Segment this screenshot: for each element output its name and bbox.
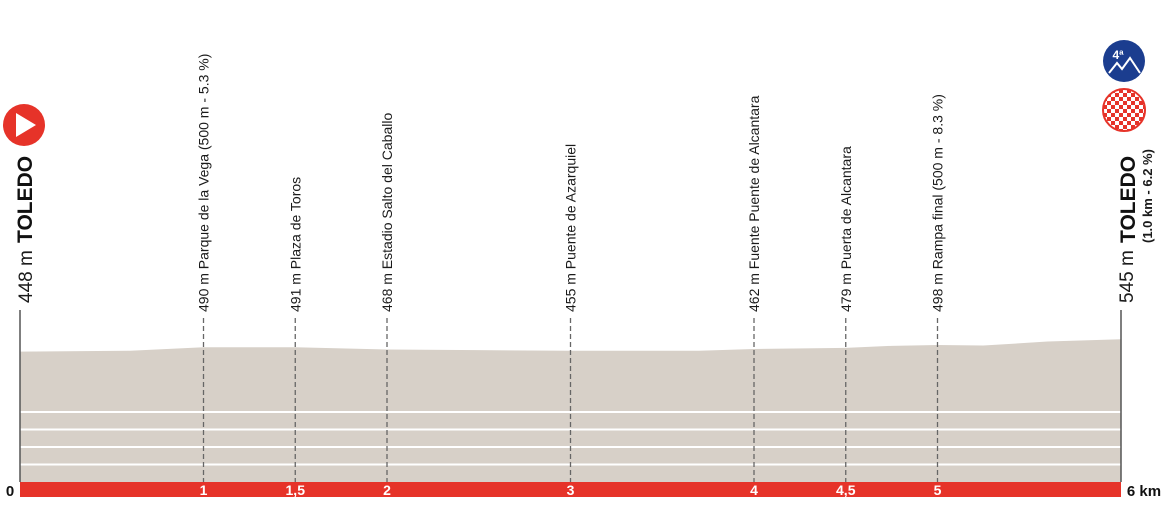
waypoint-label: 479 m Puerta de Alcantara	[838, 146, 854, 312]
distance-band-bar	[20, 482, 1121, 497]
category-4-climb-icon: 4ª	[1103, 40, 1145, 82]
waypoint-label: 468 m Estadio Salto del Caballo	[379, 113, 395, 312]
km-tick-label: 2	[383, 482, 391, 498]
tick-start: 0	[6, 483, 14, 500]
finish-city: TOLEDO	[1117, 156, 1140, 243]
km-tick-label: 1	[200, 482, 208, 498]
waypoint-label: 455 m Puente de Azarquiel	[563, 144, 579, 312]
start-city: TOLEDO	[14, 156, 37, 243]
waypoint-label: 498 m Rampa final (500 m - 8.3 %)	[930, 94, 946, 312]
km-tick-label: 4	[750, 482, 758, 498]
waypoint-label: 491 m Plaza de Toros	[287, 177, 303, 312]
waypoint-layer: 490 m Parque de la Vega (500 m - 5.3 %) 1…	[196, 54, 946, 498]
start-marker: 448 m TOLEDO	[3, 104, 45, 482]
finish-climb-info: (1.0 km - 6.2 %)	[1140, 149, 1155, 243]
finish-elevation: 545 m	[1117, 250, 1138, 303]
km-tick-label: 1,5	[286, 482, 306, 498]
category-label: 4ª	[1112, 48, 1124, 62]
km-tick-label: 5	[934, 482, 942, 498]
waypoint-label: 490 m Parque de la Vega (500 m - 5.3 %)	[196, 54, 212, 312]
km-tick-label: 4,5	[836, 482, 856, 498]
checkered-finish-icon	[1102, 88, 1146, 132]
start-elevation: 448 m	[16, 250, 37, 303]
finish-marker: 545 m TOLEDO (1.0 km - 6.2 %) 4ª	[1102, 40, 1155, 482]
km-tick-label: 3	[567, 482, 575, 498]
waypoint-label: 462 m Fuente Puente de Alcantara	[746, 95, 762, 312]
distance-band	[20, 482, 1121, 497]
start-arrow-icon	[3, 104, 45, 146]
tick-end: 6 km	[1127, 483, 1161, 500]
